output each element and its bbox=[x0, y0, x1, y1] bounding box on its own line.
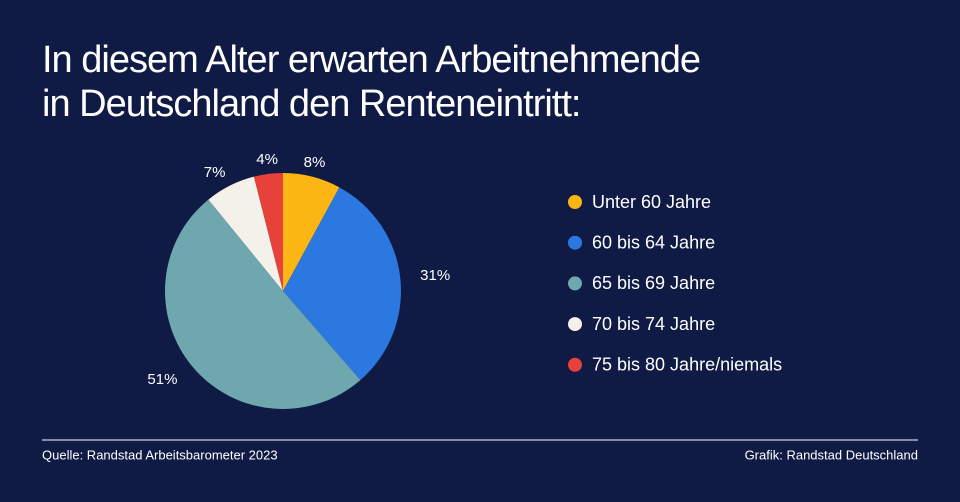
legend-marker bbox=[568, 276, 582, 291]
legend-marker bbox=[568, 317, 582, 332]
pie-slice bbox=[165, 199, 361, 409]
pie-slice bbox=[208, 176, 283, 291]
legend-label: 60 bis 64 Jahre bbox=[592, 232, 715, 252]
pie-slice bbox=[253, 173, 283, 291]
data-label: 31% bbox=[420, 267, 450, 284]
legend-label: 65 bis 69 Jahre bbox=[592, 273, 715, 293]
legend-marker bbox=[568, 235, 582, 250]
data-label: 7% bbox=[204, 164, 226, 181]
legend-marker bbox=[568, 195, 582, 209]
legend-marker bbox=[568, 357, 582, 372]
data-label: 4% bbox=[256, 151, 278, 168]
chart-title: In diesem Alter erwarten Arbeitnehmende bbox=[42, 39, 700, 81]
pie-slice bbox=[283, 187, 401, 381]
data-label: 51% bbox=[147, 371, 177, 388]
legend-label: 75 bis 80 Jahre/niemals bbox=[592, 355, 782, 375]
legend-label: 70 bis 74 Jahre bbox=[592, 314, 715, 334]
legend-label: Unter 60 Jahre bbox=[592, 192, 711, 212]
chart-title: in Deutschland den Renteneintritt: bbox=[42, 83, 580, 125]
credit: Grafik: Randstad Deutschland bbox=[745, 447, 918, 462]
pie-slice bbox=[283, 173, 340, 291]
data-label: 8% bbox=[304, 154, 326, 171]
source: Quelle: Randstad Arbeitsbarometer 2023 bbox=[42, 447, 278, 462]
